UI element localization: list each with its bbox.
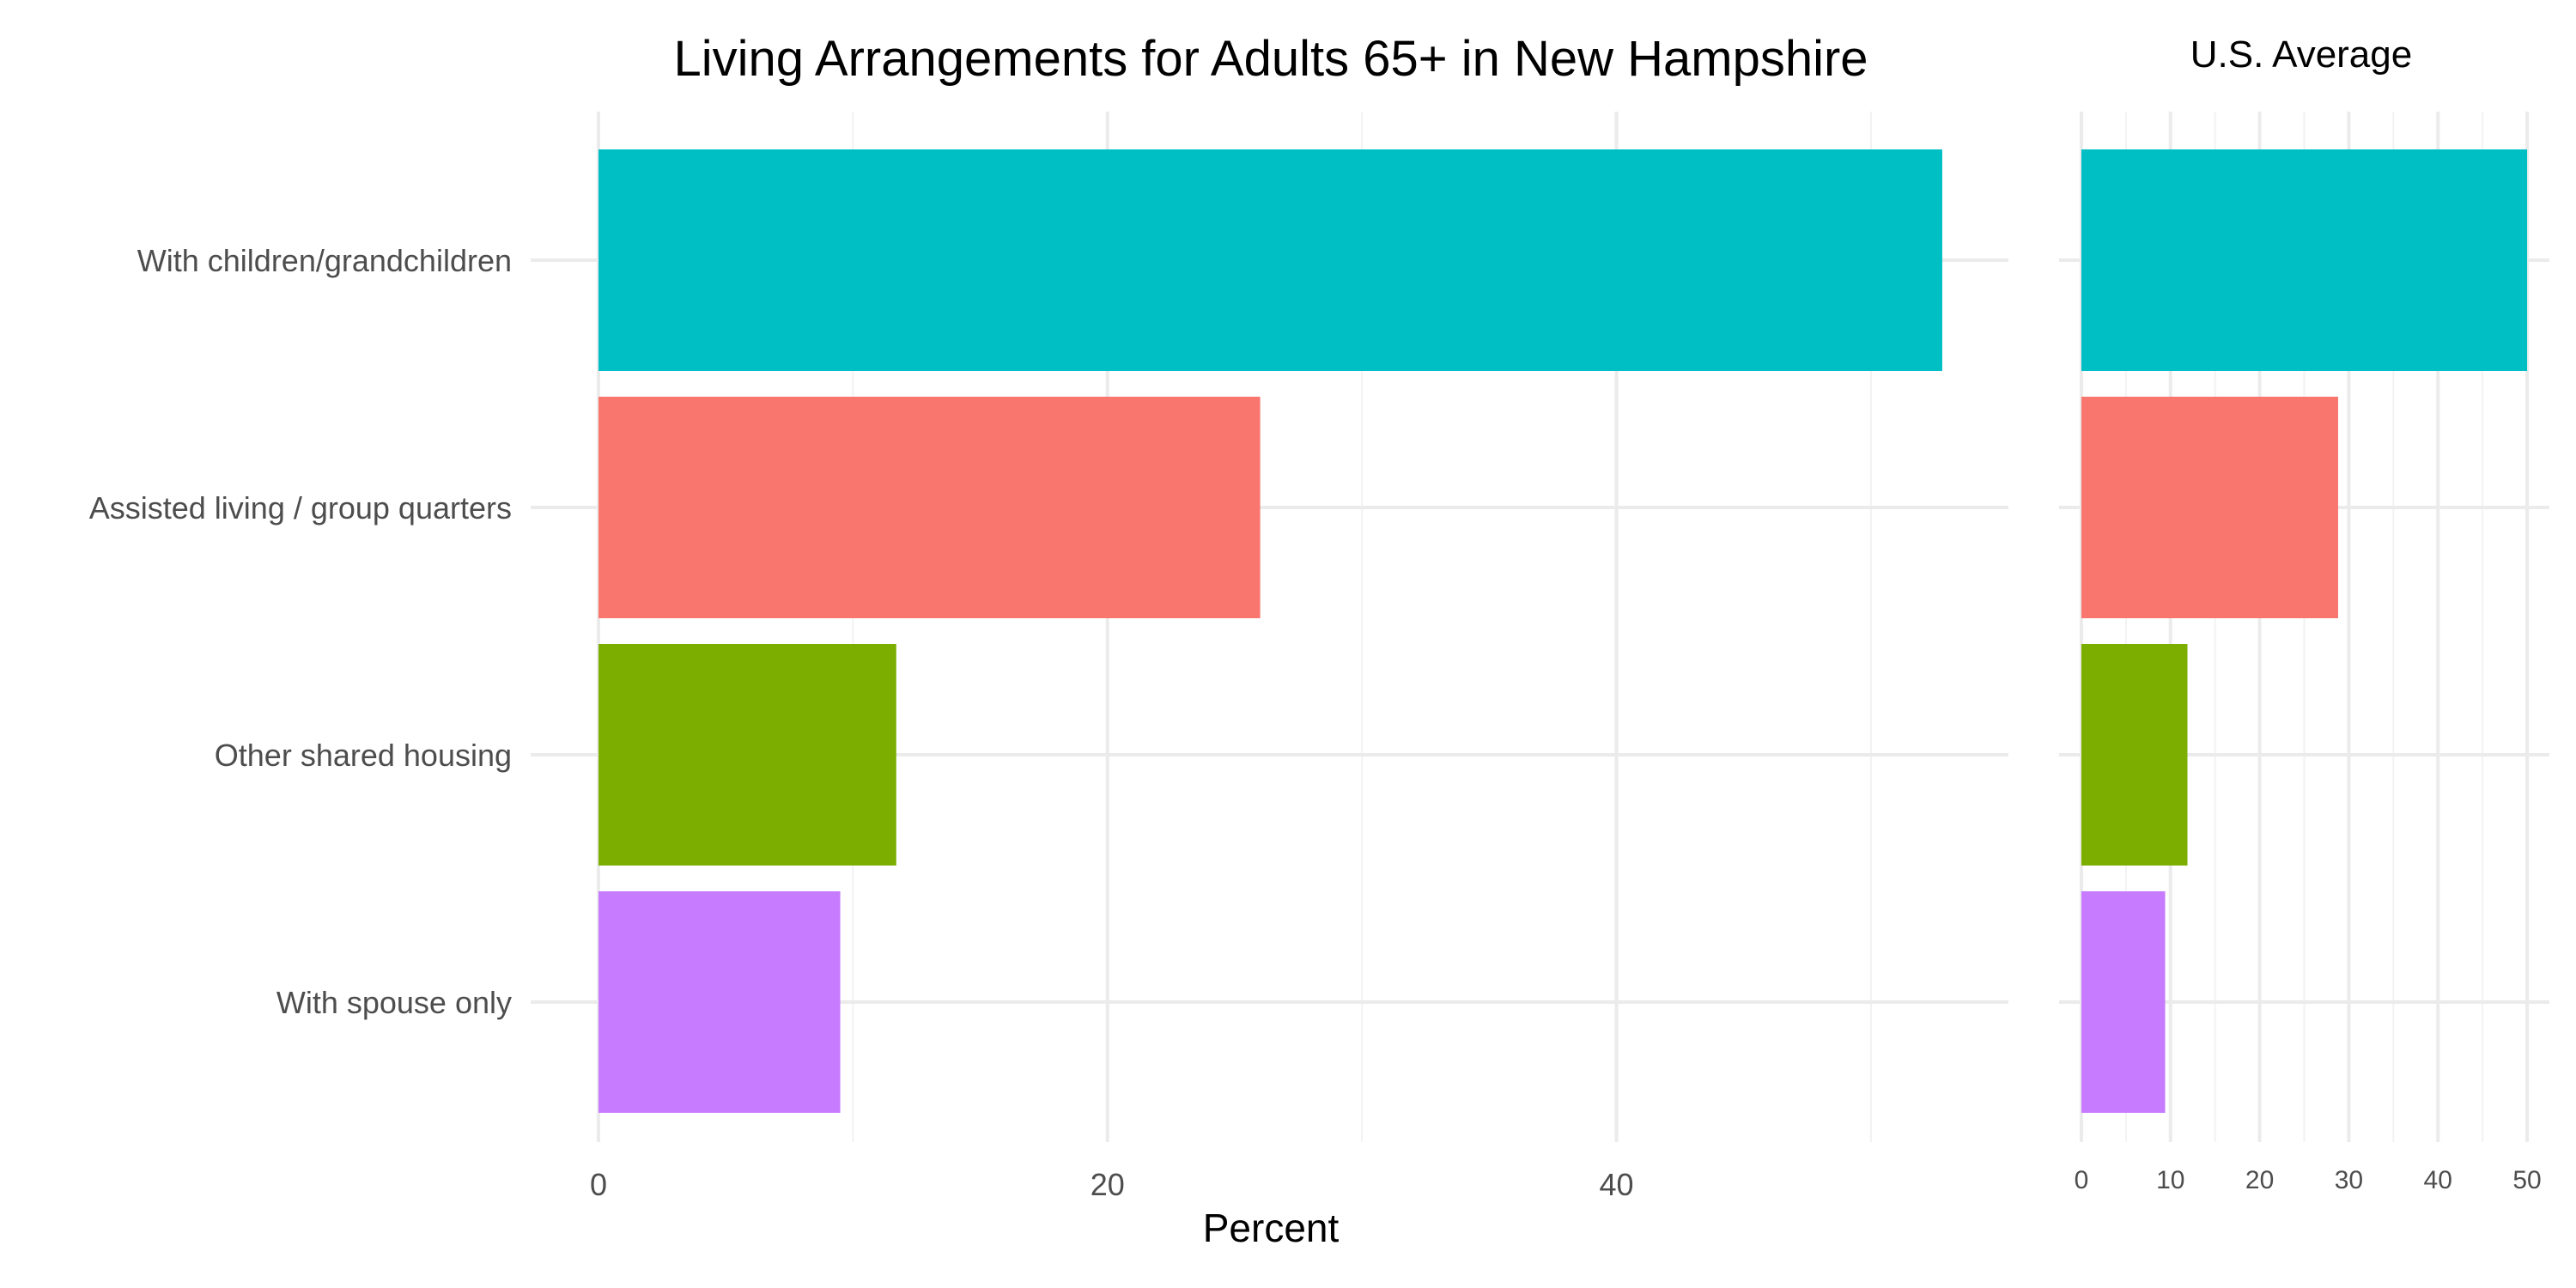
us-bars bbox=[2081, 149, 2528, 1113]
category-label-with-children-grandchildren: With children/grandchildren bbox=[137, 243, 512, 278]
x-tick-label: 10 bbox=[2156, 1166, 2184, 1194]
x-tick-label: 0 bbox=[590, 1167, 607, 1202]
category-label-with-spouse-only: With spouse only bbox=[276, 985, 512, 1020]
bar-other-shared-housing bbox=[2081, 644, 2188, 866]
category-labels: With children/grandchildren Assisted livi… bbox=[89, 243, 512, 1020]
x-tick-label: 0 bbox=[2075, 1166, 2089, 1194]
category-label-other-shared-housing: Other shared housing bbox=[215, 738, 512, 773]
us-average-panel: 0 10 20 30 40 50 U.S. Average bbox=[2059, 33, 2549, 1194]
x-tick-label: 40 bbox=[1600, 1167, 1634, 1202]
bar-with-children-grandchildren bbox=[2081, 149, 2528, 371]
bar-with-spouse-only bbox=[598, 891, 841, 1113]
main-panel: With children/grandchildren Assisted livi… bbox=[89, 31, 2008, 1250]
x-axis-title: Percent bbox=[1203, 1206, 1340, 1250]
main-bars bbox=[598, 149, 1942, 1113]
main-x-tick-labels: 0 20 40 bbox=[590, 1167, 1634, 1202]
x-tick-label: 30 bbox=[2335, 1166, 2363, 1194]
chart-title: Living Arrangements for Adults 65+ in Ne… bbox=[673, 31, 1868, 87]
x-tick-label: 50 bbox=[2512, 1166, 2541, 1194]
us-x-tick-labels: 0 10 20 30 40 50 bbox=[2075, 1166, 2542, 1194]
us-panel-title: U.S. Average bbox=[2190, 33, 2412, 76]
bar-assisted-living-group-quarters bbox=[2081, 397, 2338, 618]
bar-with-spouse-only bbox=[2081, 891, 2166, 1113]
x-tick-label: 20 bbox=[2245, 1166, 2274, 1194]
bar-assisted-living-group-quarters bbox=[598, 397, 1261, 618]
bar-with-children-grandchildren bbox=[598, 149, 1942, 371]
x-tick-label: 40 bbox=[2424, 1166, 2452, 1194]
category-label-assisted-living-group-quarters: Assisted living / group quarters bbox=[89, 490, 512, 526]
bar-other-shared-housing bbox=[598, 644, 896, 866]
x-tick-label: 20 bbox=[1091, 1167, 1125, 1202]
